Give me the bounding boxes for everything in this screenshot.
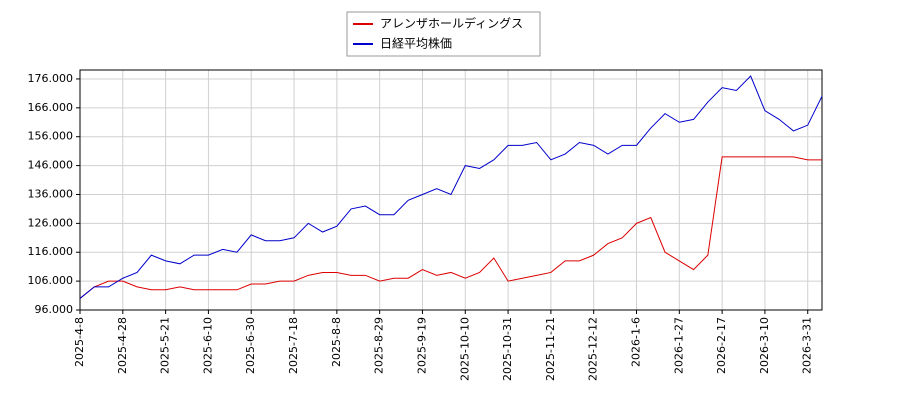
x-tick-label: 2026-2-17 <box>715 317 728 374</box>
y-tick-label: 116.000 <box>28 245 74 258</box>
y-tick-label: 96.000 <box>35 303 74 316</box>
x-tick-label: 2026-3-31 <box>801 317 814 374</box>
x-tick-label: 2025-8-29 <box>373 317 386 374</box>
y-tick-label: 146.000 <box>28 159 74 172</box>
x-tick-label: 2025-12-12 <box>587 317 600 381</box>
x-tick-label: 2025-10-31 <box>501 317 514 381</box>
y-tick-label: 176.000 <box>28 72 74 85</box>
x-tick-label: 2025-6-10 <box>201 317 214 374</box>
y-tick-label: 106.000 <box>28 274 74 287</box>
x-tick-label: 2025-4-8 <box>73 317 86 367</box>
x-tick-label: 2026-3-10 <box>758 317 771 374</box>
legend-box <box>346 11 541 57</box>
series-line <box>79 75 823 299</box>
series-line <box>79 156 822 299</box>
legend-label: 日経平均株価 <box>380 36 452 51</box>
x-tick-label: 2025-5-21 <box>159 317 172 374</box>
x-tick-label: 2025-10-10 <box>458 317 471 381</box>
y-tick-label: 166.000 <box>28 101 74 114</box>
x-tick-label: 2025-8-8 <box>330 317 343 367</box>
x-tick-label: 2025-4-28 <box>116 317 129 374</box>
x-tick-label: 2026-1-27 <box>672 317 685 374</box>
x-tick-label: 2025-7-18 <box>287 317 300 374</box>
x-tick-label: 2025-11-21 <box>544 317 557 381</box>
y-tick-label: 156.000 <box>28 130 74 143</box>
y-tick-label: 136.000 <box>28 187 74 200</box>
x-tick-label: 2025-9-19 <box>415 317 428 374</box>
legend-label: アレンザホールディングス <box>380 16 523 31</box>
y-tick-label: 126.000 <box>28 216 74 229</box>
x-tick-label: 2025-6-30 <box>244 317 257 374</box>
plot-frame <box>79 69 823 311</box>
x-tick-label: 2026-1-6 <box>630 317 643 367</box>
